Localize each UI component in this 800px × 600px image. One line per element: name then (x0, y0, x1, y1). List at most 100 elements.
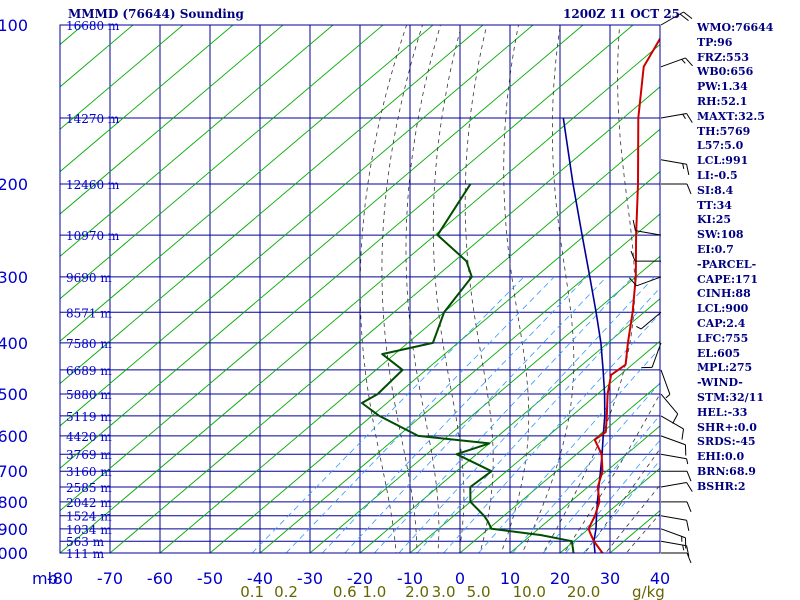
parcel-trace (562, 117, 606, 553)
mixing-ratio-label: 2.0 (405, 583, 429, 600)
wind-barb (636, 311, 662, 330)
temperature-tick-label: -10 (397, 569, 423, 588)
wind-barb (660, 435, 687, 456)
moist-adiabat-line (605, 484, 660, 553)
pressure-tick-label: 400 (0, 334, 28, 353)
pressure-tick-label: 1000 (0, 544, 28, 563)
wind-barb-flag (629, 277, 637, 287)
wind-barb-flag (686, 164, 690, 175)
dewpoint-trace (360, 183, 575, 553)
skewed-isotherm-line (559, 467, 660, 553)
wind-barb-half-flag (681, 58, 686, 64)
wind-barb-shaft (660, 393, 679, 415)
index-item: BRN:68.9 (697, 464, 756, 478)
index-item: FRZ:553 (697, 50, 750, 64)
height-label: 14270 m (66, 112, 120, 126)
wind-barb-shaft (660, 515, 687, 521)
wind-barb (660, 540, 690, 557)
index-item: RH:52.1 (697, 94, 748, 108)
mixing-ratio-line (416, 287, 660, 553)
wind-barb-flag (685, 57, 693, 67)
temperature-tick-label: 40 (650, 569, 670, 588)
wind-barb-half-flag (665, 393, 671, 399)
wind-barb-shaft (660, 159, 687, 165)
wind-barb (630, 250, 661, 262)
mixing-ratio-line (443, 312, 660, 553)
wind-barb-shaft (660, 528, 686, 539)
pressure-tick-label: 900 (0, 520, 28, 539)
index-item: SW:108 (697, 228, 744, 242)
mixing-ratio-label: 0.1 (240, 583, 264, 600)
plot-border (59, 24, 661, 554)
height-label: 12460 m (66, 178, 120, 192)
index-item: EHI:0.0 (697, 450, 745, 464)
wind-barb-shaft (660, 11, 684, 26)
height-label: 7580 m (66, 337, 112, 351)
wind-barb (660, 159, 690, 175)
index-item: HEL:-33 (697, 405, 748, 419)
mixing-ratio-line (478, 347, 660, 553)
stability-indices-list: WMO:76644 TP:96 FRZ:553 WB0:656 PW:1.34 RH:52… (697, 21, 773, 495)
skewed-isotherm-line (60, 25, 184, 130)
wind-barb-flag (686, 482, 693, 492)
pressure-tick-label: 500 (0, 385, 28, 404)
moist-adiabat-line (405, 25, 441, 553)
wind-barb-shaft (660, 453, 687, 460)
wind-barb-shaft (660, 112, 687, 119)
skewed-isotherm-line (60, 25, 434, 342)
index-item: L57:5.0 (697, 139, 744, 153)
mixing-ratio-label: 1.0 (362, 583, 386, 600)
temperature-tick-label: 30 (600, 569, 620, 588)
index-item: LI:-0.5 (697, 168, 738, 182)
height-label: 4420 m (66, 430, 112, 444)
wind-barb-half-flag (682, 163, 685, 169)
height-label: 9690 m (66, 271, 112, 285)
mixing-ratio-label: 5.0 (467, 583, 491, 600)
index-item: CAP:2.4 (697, 316, 746, 330)
wind-barb-shaft (660, 369, 671, 395)
temperature-tick-label: -80 (47, 569, 73, 588)
height-label: 5880 m (66, 388, 112, 402)
wind-barb (660, 112, 693, 123)
moist-adiabat-line (381, 25, 423, 553)
index-item: CAPE:171 (697, 272, 758, 286)
index-item: -PARCEL- (697, 257, 757, 271)
wind-barb-flag (686, 113, 693, 123)
index-item: EI:0.7 (697, 242, 734, 256)
height-label: 10970 m (66, 229, 120, 243)
index-item: PW:1.34 (697, 80, 748, 94)
wind-barb (660, 369, 671, 399)
height-label: 1524 m (66, 510, 112, 524)
wind-barb-flag (686, 552, 692, 564)
temperature-tick-label: 10 (500, 569, 520, 588)
wind-barb (660, 57, 693, 68)
wind-barb-half-flag (682, 544, 685, 551)
index-item: LCL:900 (697, 302, 749, 316)
skewed-isotherm-line (109, 86, 660, 553)
height-label: 3769 m (66, 448, 112, 462)
wind-barb-shaft (660, 435, 686, 446)
temperature-trace (587, 36, 660, 553)
pressure-tick-label: 200 (0, 175, 28, 194)
index-item: LCL:991 (697, 154, 749, 168)
index-item: MAXT:32.5 (697, 109, 765, 123)
skewed-isotherm-line (159, 128, 660, 553)
wind-barb-flag (686, 501, 692, 513)
wind-barb-flag (679, 13, 689, 22)
wind-barb-shaft (636, 276, 662, 287)
skewed-isotherm-line (60, 25, 234, 173)
temperature-tick-label: 20 (550, 569, 570, 588)
height-label: 5119 m (66, 410, 112, 424)
wind-barb (660, 415, 685, 440)
temperature-tick-label: -40 (247, 569, 273, 588)
wind-barb-half-flag (686, 458, 689, 465)
wind-barb-half-flag (682, 113, 686, 119)
skewed-isotherm-line (60, 25, 584, 469)
moist-adiabat-line (359, 25, 408, 553)
index-item: SHR+:0.0 (697, 420, 757, 434)
wind-barb (641, 342, 662, 369)
wind-barb-shaft (640, 311, 662, 330)
mixing-ratio-label: 20.0 (567, 583, 600, 600)
index-item: EL:605 (697, 346, 741, 360)
